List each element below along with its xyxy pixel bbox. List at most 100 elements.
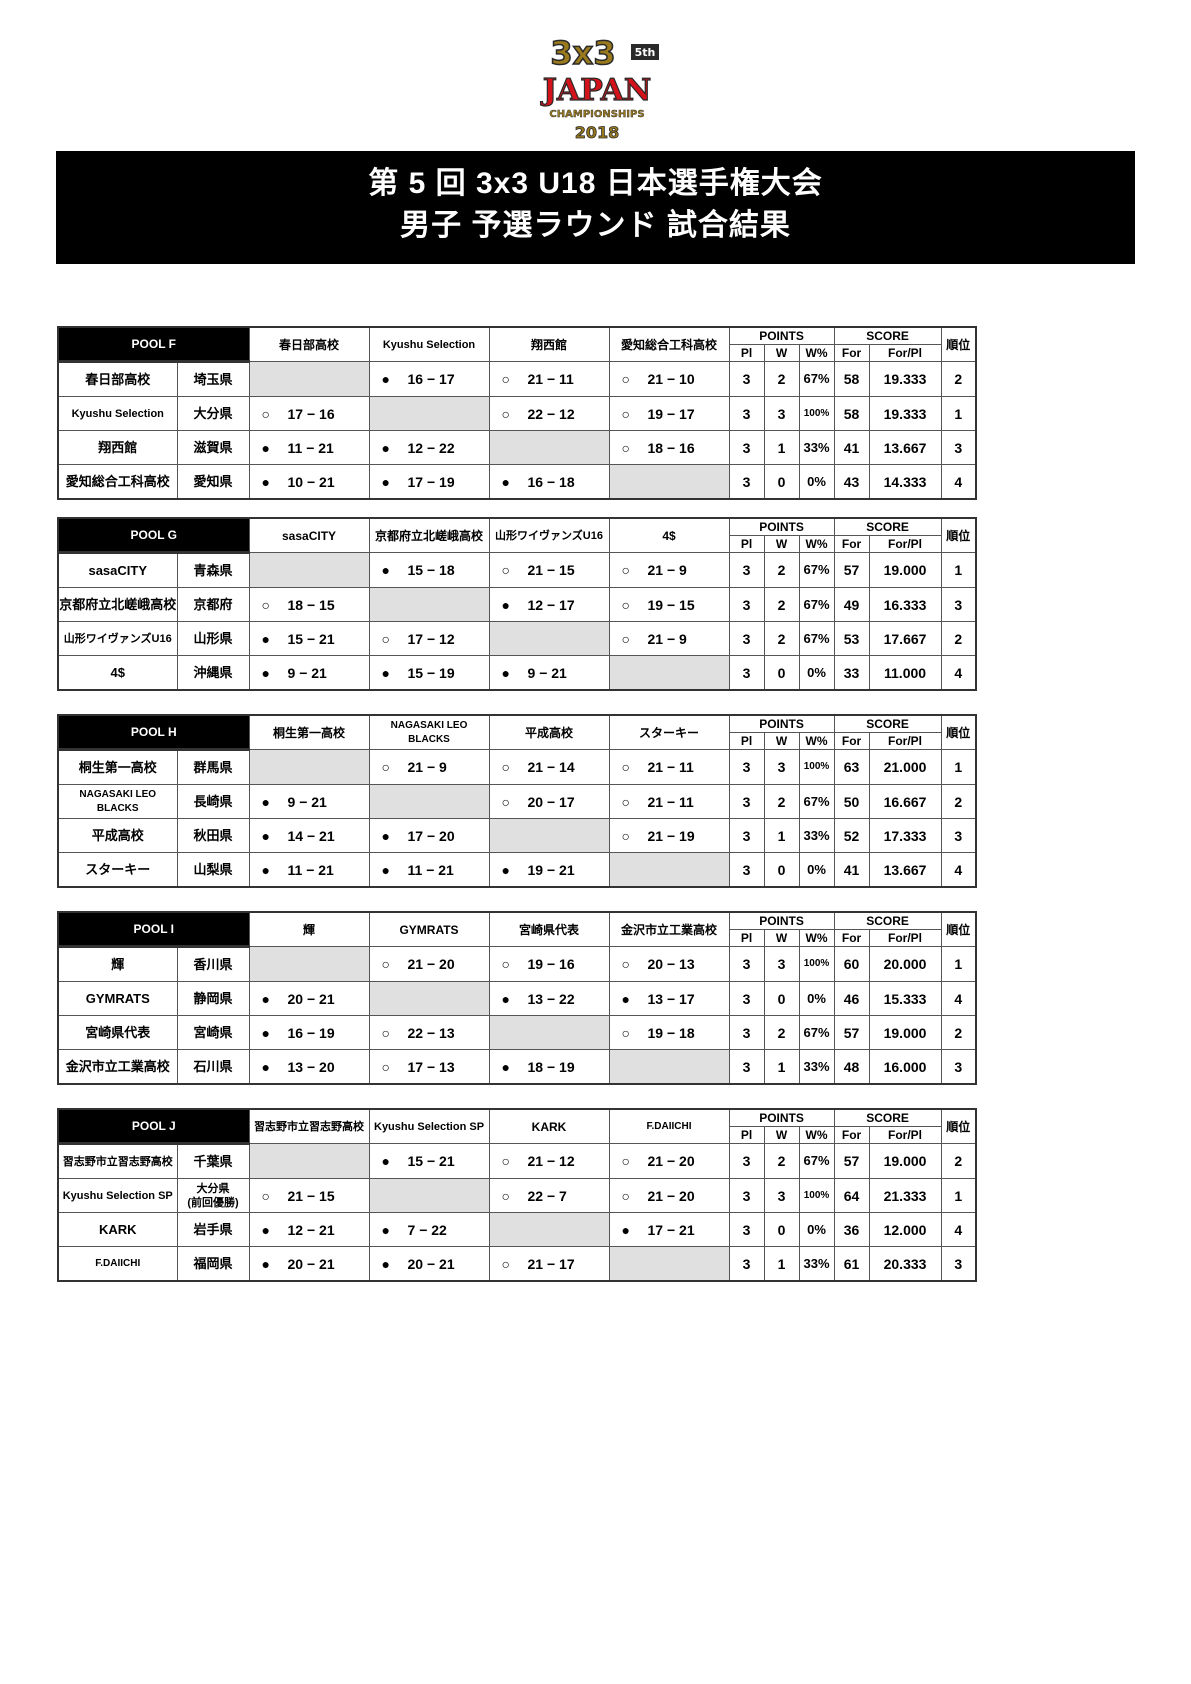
match-score: 19 − 15	[647, 596, 695, 613]
column-team-header: 愛知総合工科高校	[608, 326, 730, 362]
games-played: 3	[728, 587, 765, 622]
rank: 4	[940, 981, 977, 1016]
team-prefecture: 山梨県	[176, 852, 250, 888]
team-name: 京都府立北嵯峨高校	[57, 587, 178, 622]
w-header: W	[763, 535, 800, 553]
team-row: スターキー 山梨県 ● 11 − 21 ● 11 − 21 ● 19 − 21 3 0 0% 41 13…	[57, 852, 977, 888]
loss-marker-icon: ●	[381, 473, 390, 490]
games-played: 3	[728, 946, 765, 982]
win-percentage: 67%	[798, 1143, 835, 1179]
wins: 2	[763, 1015, 800, 1050]
team-row: 平成高校 秋田県 ● 14 − 21 ● 17 − 20 ○ 21 − 19 3 1 33% 52 17…	[57, 818, 977, 853]
loss-marker-icon: ●	[381, 371, 390, 387]
match-score: 20 − 13	[647, 956, 695, 972]
title-line-2: 男子 予選ラウンド 試合結果	[400, 209, 791, 242]
team-prefecture: 愛知県	[176, 464, 250, 500]
loss-marker-icon: ●	[261, 1058, 270, 1075]
match-result: ● 19 − 21	[488, 852, 610, 888]
points-for-per-game: 14.333	[868, 464, 942, 500]
match-score: 21 − 17	[527, 1255, 575, 1272]
self-match-cell	[608, 1246, 730, 1282]
match-score: 22 − 13	[407, 1024, 455, 1041]
games-played: 3	[728, 552, 765, 588]
match-score: 17 − 21	[647, 1221, 695, 1238]
match-result: ○ 21 − 11	[608, 749, 730, 785]
points-header: POINTS	[728, 714, 835, 733]
match-result: ○ 21 − 20	[368, 946, 490, 982]
pool-table: POOL I 輝 GYMRATS 宮崎県代表 金沢市立工業高校 POINTS SCORE 順位…	[57, 911, 978, 1085]
match-score: 12 − 17	[527, 596, 575, 613]
points-for-per-game: 21.000	[868, 749, 942, 785]
win-percentage: 33%	[798, 1246, 835, 1282]
loss-marker-icon: ●	[261, 793, 270, 810]
match-result: ○ 17 − 16	[248, 396, 370, 431]
match-score: 19 − 18	[647, 1024, 695, 1041]
loss-marker-icon: ●	[261, 1024, 270, 1041]
rank: 2	[940, 361, 977, 397]
match-result: ● 9 − 21	[488, 655, 610, 691]
points-for-per-game: 17.333	[868, 818, 942, 853]
match-score: 21 − 15	[287, 1187, 335, 1204]
win-percentage: 33%	[798, 1049, 835, 1085]
rank-header: 順位	[940, 911, 977, 947]
match-score: 15 − 18	[407, 562, 455, 578]
wpct-header: W%	[798, 344, 835, 362]
rank: 3	[940, 587, 977, 622]
team-prefecture: 石川県	[176, 1049, 250, 1085]
loss-marker-icon: ●	[381, 1255, 390, 1272]
points-for: 49	[833, 587, 870, 622]
match-result: ● 20 − 21	[248, 981, 370, 1016]
points-for: 41	[833, 852, 870, 888]
points-header: POINTS	[728, 911, 835, 930]
team-name: NAGASAKI LEO BLACKS	[57, 784, 178, 819]
score-header: SCORE	[833, 517, 942, 536]
team-prefecture: 山形県	[176, 621, 250, 656]
for-header: For	[833, 535, 870, 553]
match-result: ● 16 − 17	[368, 361, 490, 397]
loss-marker-icon: ●	[501, 1058, 510, 1075]
games-played: 3	[728, 655, 765, 691]
column-team-header: NAGASAKI LEO BLACKS	[368, 714, 490, 750]
self-match-cell	[248, 361, 370, 397]
points-for: 57	[833, 552, 870, 588]
loss-marker-icon: ●	[381, 861, 390, 878]
team-name: 山形ワイヴァンズU16	[57, 621, 178, 656]
games-played: 3	[728, 749, 765, 785]
loss-marker-icon: ●	[261, 664, 270, 681]
wins: 0	[763, 852, 800, 888]
wins: 0	[763, 1212, 800, 1247]
points-for: 43	[833, 464, 870, 500]
games-played: 3	[728, 818, 765, 853]
loss-marker-icon: ●	[261, 990, 270, 1007]
wins: 3	[763, 1178, 800, 1213]
self-match-cell	[608, 655, 730, 691]
points-for: 60	[833, 946, 870, 982]
team-name: 桐生第一高校	[57, 749, 178, 785]
win-percentage: 100%	[798, 749, 835, 785]
loss-marker-icon: ●	[261, 473, 270, 490]
title-line-1: 第 5 回 3x3 U18 日本選手権大会	[368, 167, 823, 200]
loss-marker-icon: ●	[261, 1221, 270, 1238]
team-prefecture: 長崎県	[176, 784, 250, 819]
points-for-per-game: 12.000	[868, 1212, 942, 1247]
match-score: 19 − 16	[527, 956, 575, 972]
team-prefecture: 福岡県	[176, 1246, 250, 1282]
match-score: 15 − 21	[407, 1153, 455, 1169]
match-score: 17 − 20	[407, 827, 455, 844]
win-marker-icon: ○	[621, 405, 630, 422]
match-result: ● 13 − 17	[608, 981, 730, 1016]
match-score: 22 − 12	[527, 405, 575, 422]
match-score: 12 − 21	[287, 1221, 335, 1238]
wins: 2	[763, 621, 800, 656]
team-prefecture: 大分県 (前回優勝)	[176, 1178, 250, 1213]
games-played: 3	[728, 464, 765, 500]
wins: 2	[763, 1143, 800, 1179]
games-played: 3	[728, 621, 765, 656]
match-score: 21 − 9	[407, 759, 447, 775]
match-result: ● 12 − 17	[488, 587, 610, 622]
match-result: ○ 21 − 20	[608, 1143, 730, 1179]
match-score: 17 − 13	[407, 1058, 455, 1075]
column-team-header: 習志野市立習志野高校	[248, 1108, 370, 1144]
pl-header: Pl	[728, 929, 765, 947]
team-name: GYMRATS	[57, 981, 178, 1016]
